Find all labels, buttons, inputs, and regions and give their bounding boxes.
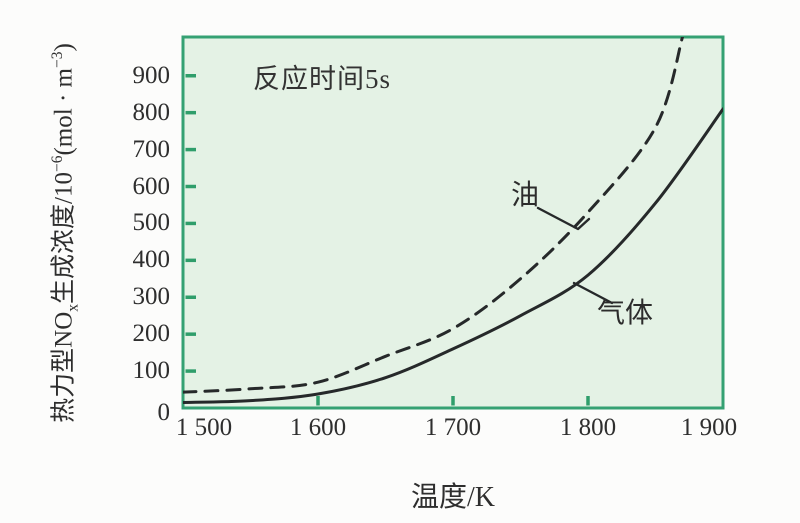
axis-tick-marks [185,74,590,406]
x-tick-label-1800: 1 800 [559,414,617,441]
y-tick-label-900: 900 [132,61,171,89]
y-axis-label: 热力型NOx生成浓度/10−6(mol · m−3) [43,17,81,449]
y-axis-label-part: 热力型NO [50,311,78,423]
oil-label-leader-line [536,206,591,231]
x-tick-label-1500: 1 500 [175,414,233,441]
reaction-time-annotation: 反应时间5s [253,64,392,94]
y-tick-label-0: 0 [157,399,171,426]
y-tick-label-100: 100 [132,357,171,385]
oil-curve [183,37,684,394]
y-tick-label-700: 700 [132,135,171,163]
y-tick-label-800: 800 [132,98,171,126]
gas-label-leader-line [572,281,614,305]
x-axis-title: 温度/K [410,482,496,513]
y-axis-label-part: 生成浓度/10 [50,172,78,304]
gas-curve [183,107,723,404]
x-tick-label-1700: 1 700 [424,414,482,441]
y-axis-label-part: (mol · m [50,68,78,156]
y-tick-label-300: 300 [132,283,171,311]
y-tick-label-500: 500 [132,209,171,237]
gas-curve-label: 气体 [596,298,654,329]
x-tick-label-1600: 1 600 [289,414,347,441]
y-axis-label-part: −3 [49,51,66,69]
y-tick-label-200: 200 [132,320,171,348]
y-tick-label-600: 600 [132,172,171,200]
y-tick-label-400: 400 [132,246,171,274]
y-axis-label-part: x [64,303,82,312]
plot-area [181,35,725,410]
y-axis-label-part: −6 [49,155,66,173]
y-axis-label-part: ) [50,43,78,52]
oil-curve-label: 油 [510,180,540,211]
x-tick-label-1900: 1 900 [680,414,738,441]
